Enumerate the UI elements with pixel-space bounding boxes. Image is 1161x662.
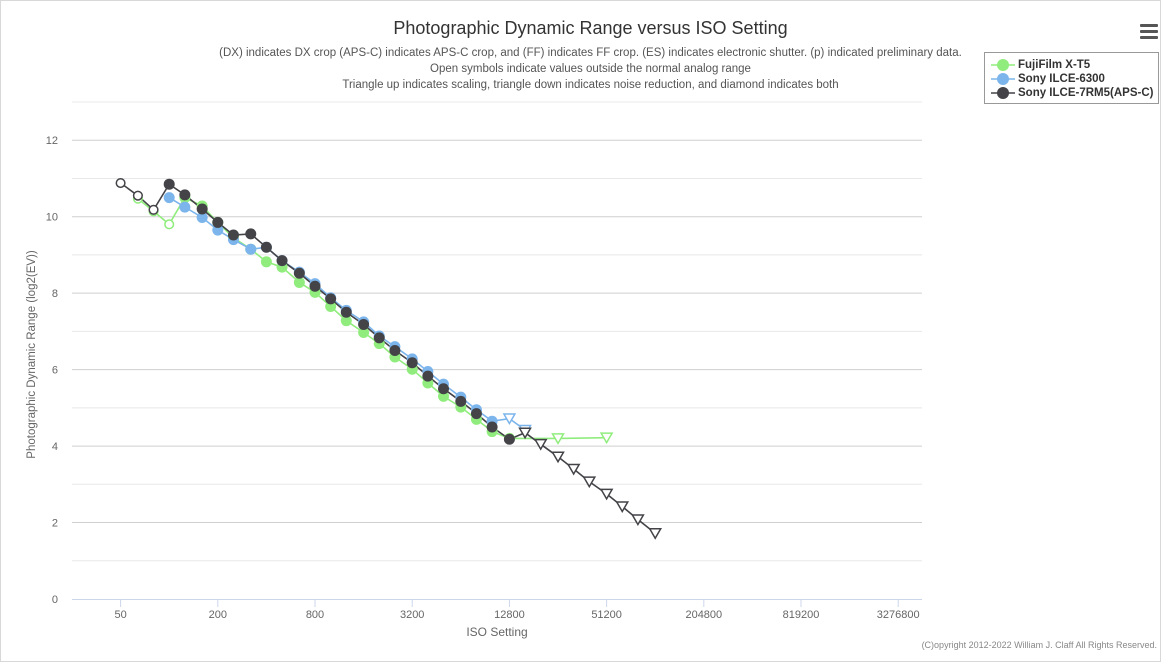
data-point [437, 390, 449, 402]
legend-label: FujiFilm X-T5 [1018, 59, 1091, 71]
x-tick-label: 3276800 [877, 609, 920, 621]
data-point-triangle [615, 501, 630, 513]
data-point [260, 241, 272, 253]
x-tick-label: 12800 [494, 609, 525, 621]
chart-legend: FujiFilm X-T5 Sony ILCE-6300 Sony ILCE-7… [984, 52, 1159, 104]
series-line [120, 182, 656, 534]
data-point [245, 243, 257, 255]
legend-label: Sony ILCE-7RM5(APS-C) [1018, 87, 1154, 99]
data-point [276, 255, 288, 267]
data-point-open [148, 204, 159, 215]
data-point [437, 383, 449, 395]
y-tick-label: 2 [52, 518, 58, 530]
data-point-triangle [566, 463, 581, 476]
data-point-triangle [502, 413, 517, 426]
y-tick-label: 8 [52, 288, 58, 300]
x-axis-title: ISO Setting [466, 625, 527, 639]
legend-marker-icon [991, 59, 1015, 71]
data-point-open [132, 190, 143, 201]
data-point [470, 408, 482, 420]
chart-subtitle-2: Open symbols indicate values outside the… [430, 63, 751, 75]
legend-marker-icon [991, 87, 1015, 99]
data-point-triangle [582, 476, 597, 489]
x-tick-label: 51200 [591, 609, 622, 621]
data-point [406, 357, 418, 369]
hamburger-menu-icon[interactable] [1140, 24, 1158, 40]
data-point [163, 192, 175, 204]
data-point [422, 370, 434, 382]
chart-subtitle-3: Triangle up indicates scaling, triangle … [342, 79, 839, 91]
data-point [325, 301, 337, 313]
data-point [455, 395, 467, 407]
data-point-triangle [631, 514, 645, 526]
data-point [486, 421, 498, 433]
y-tick-label: 10 [46, 212, 58, 224]
copyright-text: (C)opyright 2012-2022 William J. Claff A… [921, 640, 1157, 650]
data-point [389, 345, 401, 356]
legend-marker-icon [991, 73, 1015, 85]
data-point [309, 280, 321, 292]
data-point [340, 315, 352, 327]
data-point-triangle [648, 527, 663, 540]
x-tick-label: 800 [306, 609, 324, 621]
y-tick-label: 4 [52, 441, 58, 453]
data-point-open [164, 219, 175, 230]
data-point [179, 201, 191, 213]
x-tick-label: 819200 [783, 609, 820, 621]
data-point [212, 224, 224, 236]
chart-subtitle-1: (DX) indicates DX crop (APS-C) indicates… [219, 47, 962, 59]
chart-title: Photographic Dynamic Range versus ISO Se… [393, 18, 788, 38]
data-point-open [115, 177, 126, 189]
data-point [212, 216, 224, 228]
legend-label: Sony ILCE-6300 [1018, 73, 1105, 85]
data-point [293, 276, 305, 288]
x-tick-label: 3200 [400, 609, 424, 621]
data-point-triangle [599, 432, 614, 445]
series-line [137, 196, 607, 440]
y-axis-title: Photographic Dynamic Range (log2(EV)) [26, 250, 38, 459]
x-tick-label: 200 [209, 609, 227, 621]
data-point [227, 229, 239, 241]
data-point-triangle [551, 433, 565, 445]
x-tick-label: 50 [114, 609, 126, 621]
data-point [260, 256, 272, 268]
data-point-triangle [533, 438, 548, 451]
y-tick-label: 0 [52, 594, 58, 606]
data-point [358, 327, 370, 339]
data-point [358, 319, 370, 331]
data-point [325, 293, 337, 305]
data-point [293, 267, 305, 279]
data-point [503, 433, 515, 445]
data-point [163, 178, 175, 190]
data-point-triangle [518, 427, 532, 440]
y-tick-label: 12 [46, 135, 58, 147]
data-point [373, 332, 385, 344]
data-point [196, 203, 208, 215]
data-point [245, 228, 257, 240]
x-tick-label: 204800 [685, 609, 722, 621]
data-point [196, 211, 208, 223]
data-point-triangle [599, 488, 614, 501]
data-point [340, 306, 352, 318]
y-tick-label: 6 [52, 365, 58, 377]
data-point [179, 189, 191, 201]
data-point-triangle [551, 451, 565, 464]
